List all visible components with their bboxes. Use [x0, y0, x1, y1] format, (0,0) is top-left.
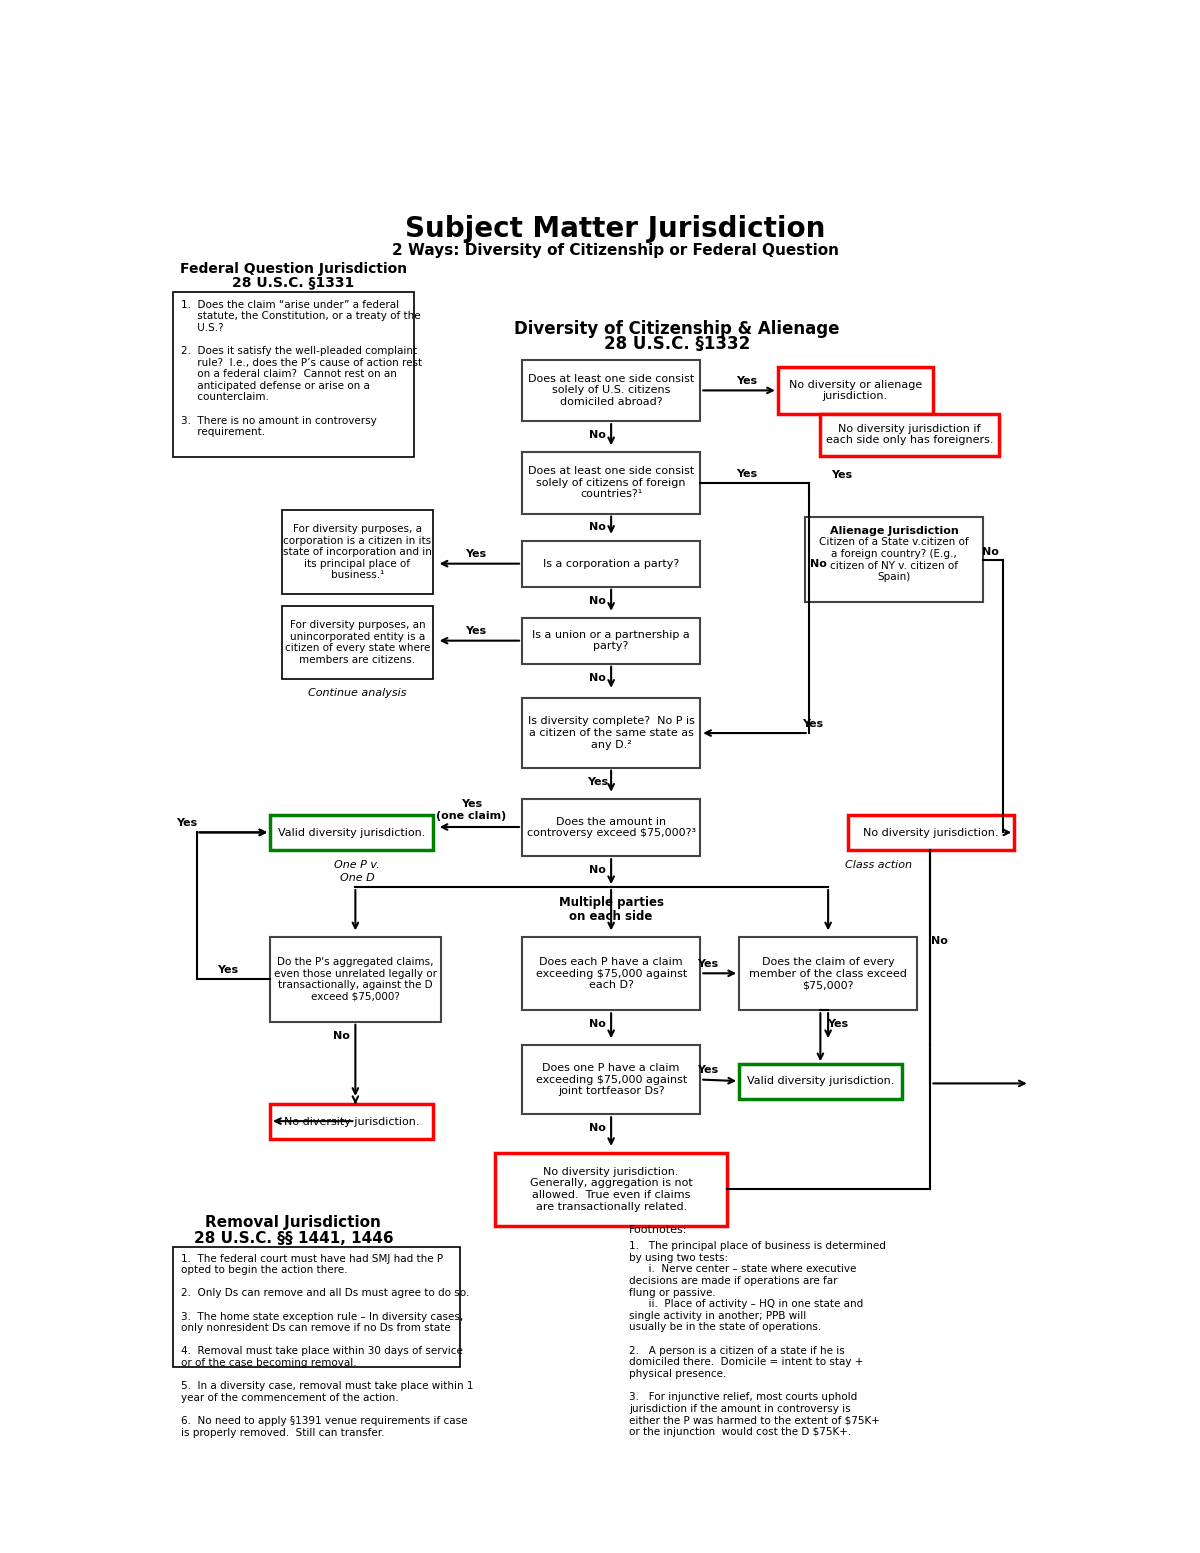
Text: Does at least one side consist
solely of citizens of foreign
countries?¹: Does at least one side consist solely of…: [528, 466, 695, 500]
Bar: [494, 1152, 727, 1225]
Bar: [173, 1247, 460, 1367]
Bar: [522, 936, 701, 1011]
Text: Continue analysis: Continue analysis: [307, 688, 406, 697]
Bar: [847, 815, 1014, 849]
Text: No diversity or alienage
jurisdiction.: No diversity or alienage jurisdiction.: [788, 379, 922, 401]
Text: Does the claim of every
member of the class exceed
$75,000?: Does the claim of every member of the cl…: [749, 957, 907, 991]
Text: Diversity of Citizenship & Alienage: Diversity of Citizenship & Alienage: [515, 320, 840, 339]
Bar: [522, 618, 701, 663]
Bar: [282, 606, 433, 679]
Bar: [270, 1104, 433, 1138]
Text: Yes: Yes: [587, 776, 607, 786]
Text: 28 U.S.C. §§ 1441, 1446: 28 U.S.C. §§ 1441, 1446: [193, 1230, 394, 1246]
Text: Multiple parties: Multiple parties: [559, 896, 664, 909]
Text: Does one P have a claim
exceeding $75,000 against
joint tortfeasor Ds?: Does one P have a claim exceeding $75,00…: [535, 1062, 686, 1096]
Text: Yes: Yes: [176, 818, 197, 828]
Text: 1.   The principal place of business is determined
by using two tests:
      i. : 1. The principal place of business is de…: [629, 1241, 886, 1437]
Bar: [522, 699, 701, 767]
Text: No diversity jurisdiction.: No diversity jurisdiction.: [863, 828, 998, 837]
Text: Yes: Yes: [217, 966, 238, 975]
Bar: [173, 292, 414, 458]
Text: Yes: Yes: [736, 469, 757, 478]
Text: Removal Jurisdiction: Removal Jurisdiction: [205, 1214, 382, 1230]
Text: No diversity jurisdiction if
each side only has foreigners.: No diversity jurisdiction if each side o…: [826, 424, 994, 446]
Text: No diversity jurisdiction.
Generally, aggregation is not
allowed.  True even if : No diversity jurisdiction. Generally, ag…: [529, 1166, 692, 1211]
Text: Footnotes:: Footnotes:: [629, 1225, 688, 1235]
Text: No: No: [810, 559, 827, 568]
Text: No diversity jurisdiction.: No diversity jurisdiction.: [283, 1117, 419, 1126]
Text: Valid diversity jurisdiction.: Valid diversity jurisdiction.: [278, 828, 425, 837]
Text: Subject Matter Jurisdiction: Subject Matter Jurisdiction: [404, 214, 826, 242]
Text: No: No: [589, 865, 606, 876]
Text: Yes
(one claim): Yes (one claim): [437, 800, 506, 822]
Text: Federal Question Jurisdiction: Federal Question Jurisdiction: [180, 262, 407, 276]
Bar: [805, 517, 983, 603]
Text: Yes: Yes: [827, 1019, 848, 1030]
Text: No: No: [931, 936, 948, 946]
Text: Alienage Jurisdiction: Alienage Jurisdiction: [829, 526, 959, 536]
Text: No: No: [589, 672, 606, 683]
Bar: [270, 815, 433, 849]
Text: Does at least one side consist
solely of U.S. citizens
domiciled abroad?: Does at least one side consist solely of…: [528, 374, 695, 407]
Bar: [522, 540, 701, 587]
Text: Do the P's aggregated claims,
even those unrelated legally or
transactionally, a: Do the P's aggregated claims, even those…: [274, 957, 437, 1002]
Text: 1.  The federal court must have had SMJ had the P
opted to begin the action ther: 1. The federal court must have had SMJ h…: [181, 1253, 474, 1438]
Text: No: No: [589, 596, 606, 606]
Bar: [522, 360, 701, 421]
Bar: [522, 798, 701, 856]
Bar: [270, 936, 440, 1022]
Text: Does each P have a claim
exceeding $75,000 against
each D?: Does each P have a claim exceeding $75,0…: [535, 957, 686, 991]
Text: Yes: Yes: [697, 1065, 719, 1075]
Text: Does the amount in
controversy exceed $75,000?³: Does the amount in controversy exceed $7…: [527, 817, 696, 839]
Text: No: No: [589, 522, 606, 533]
Bar: [522, 1045, 701, 1114]
Text: Yes: Yes: [736, 376, 757, 387]
Text: Class action: Class action: [845, 860, 912, 871]
Text: Is a union or a partnership a
party?: Is a union or a partnership a party?: [533, 631, 690, 651]
Text: For diversity purposes, a
corporation is a citizen in its
state of incorporation: For diversity purposes, a corporation is…: [283, 523, 432, 581]
Text: One P v.: One P v.: [334, 860, 379, 871]
Bar: [282, 509, 433, 595]
Text: Yes: Yes: [697, 960, 719, 969]
Text: 28 U.S.C. §1332: 28 U.S.C. §1332: [604, 335, 750, 353]
Bar: [821, 413, 998, 457]
Text: No: No: [589, 1019, 606, 1030]
Text: 2 Ways: Diversity of Citizenship or Federal Question: 2 Ways: Diversity of Citizenship or Fede…: [391, 242, 839, 258]
Text: No: No: [589, 430, 606, 439]
Bar: [522, 452, 701, 514]
Text: Valid diversity jurisdiction.: Valid diversity jurisdiction.: [746, 1076, 894, 1087]
Text: Yes: Yes: [832, 471, 853, 480]
Text: No: No: [332, 1031, 350, 1041]
Text: Yes: Yes: [464, 550, 486, 559]
Text: No: No: [589, 1123, 606, 1134]
Text: Is a corporation a party?: Is a corporation a party?: [542, 559, 679, 568]
Text: Citizen of a State v.citizen of
a foreign country? (E.g.,
citizen of NY v. citiz: Citizen of a State v.citizen of a foreig…: [820, 537, 968, 582]
Bar: [739, 936, 917, 1011]
Text: 28 U.S.C. §1331: 28 U.S.C. §1331: [233, 275, 354, 289]
Text: Yes: Yes: [802, 719, 823, 728]
Text: Yes: Yes: [464, 626, 486, 637]
Text: on each side: on each side: [570, 910, 653, 922]
Text: For diversity purposes, an
unincorporated entity is a
citizen of every state whe: For diversity purposes, an unincorporate…: [284, 620, 430, 665]
Text: 1.  Does the claim “arise under” a federal
     statute, the Constitution, or a : 1. Does the claim “arise under” a federa…: [181, 300, 422, 436]
Bar: [778, 368, 932, 413]
Text: No: No: [983, 547, 1000, 558]
Text: Is diversity complete?  No P is
a citizen of the same state as
any D.²: Is diversity complete? No P is a citizen…: [528, 716, 695, 750]
Text: One D: One D: [340, 873, 374, 882]
Bar: [739, 1064, 901, 1100]
